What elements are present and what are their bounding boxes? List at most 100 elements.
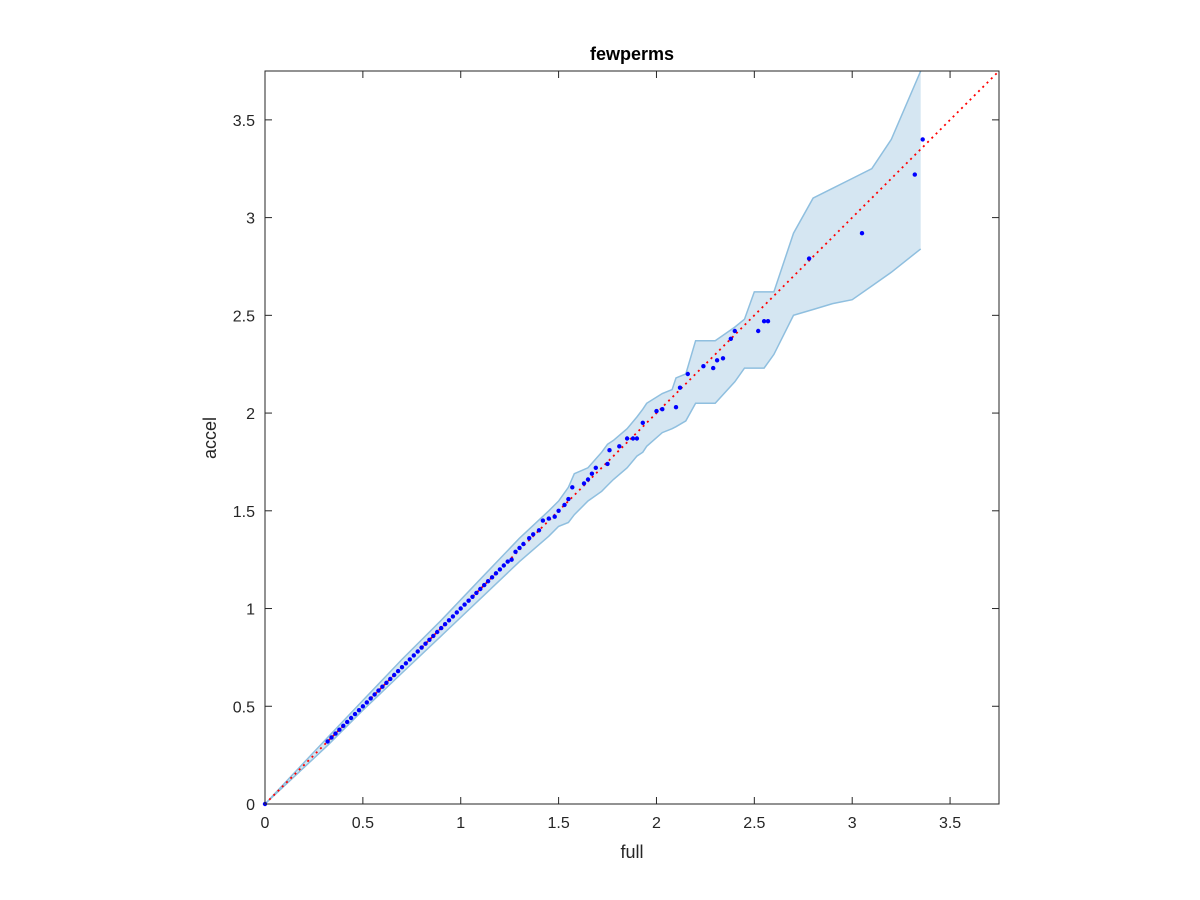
data-point xyxy=(442,622,448,627)
y-tick-label: 0.5 xyxy=(233,699,255,716)
y-tick-label: 1 xyxy=(246,602,255,619)
data-point xyxy=(356,708,362,713)
data-point xyxy=(364,700,369,705)
data-point xyxy=(607,448,612,453)
data-point xyxy=(756,328,761,334)
x-tick-label: 3.5 xyxy=(939,815,961,832)
data-point xyxy=(714,358,720,363)
data-point xyxy=(489,575,495,580)
data-point xyxy=(423,641,428,646)
axes: 0 0.5 1 1.5 2 2.5 3 3.5 0 0.5 1 1.5 2 2.5 3 3.5 xyxy=(233,70,1000,832)
data-point xyxy=(617,444,622,449)
data-point xyxy=(407,657,412,662)
data-point xyxy=(517,545,522,551)
y-axis-label: accel xyxy=(200,417,220,459)
data-point xyxy=(585,477,591,482)
data-point xyxy=(634,436,640,441)
data-point xyxy=(478,586,483,592)
data-point xyxy=(501,563,506,568)
data-point xyxy=(589,471,595,476)
data-point xyxy=(388,676,393,682)
data-point xyxy=(761,319,767,324)
x-tick-label: 0.5 xyxy=(352,815,374,832)
data-point xyxy=(540,518,546,523)
data-point xyxy=(654,408,659,414)
data-point xyxy=(509,557,514,562)
data-point xyxy=(392,672,397,678)
data-point xyxy=(546,516,551,521)
y-tick-label: 3.5 xyxy=(233,113,255,130)
data-point xyxy=(497,567,503,572)
data-point xyxy=(325,739,330,744)
data-point xyxy=(527,536,532,541)
data-point xyxy=(531,532,536,537)
data-point xyxy=(765,319,771,324)
y-tick-label: 2.5 xyxy=(233,308,255,325)
band-upper-edge xyxy=(264,70,922,805)
x-tick-label: 2 xyxy=(652,815,661,832)
data-point xyxy=(376,688,381,693)
y-tick-label: 3 xyxy=(246,211,255,228)
chart-title: fewperms xyxy=(590,44,674,64)
data-point xyxy=(859,231,865,236)
data-point xyxy=(570,485,575,490)
x-tick-label: 0 xyxy=(261,815,270,832)
data-point xyxy=(474,590,479,596)
data-point xyxy=(466,598,471,603)
plot-area xyxy=(262,70,1000,807)
x-tick-label: 1 xyxy=(456,815,465,832)
data-point xyxy=(470,594,475,599)
data-point xyxy=(593,465,598,470)
data-point xyxy=(380,684,385,689)
data-point xyxy=(624,436,630,441)
data-point xyxy=(728,336,733,341)
data-point xyxy=(411,653,416,658)
data-point xyxy=(701,364,706,369)
x-tick-label: 2.5 xyxy=(743,815,765,832)
data-point xyxy=(446,618,452,623)
data-point xyxy=(677,385,683,390)
data-point xyxy=(450,614,456,619)
data-point xyxy=(720,356,726,361)
data-point xyxy=(485,579,491,584)
data-point xyxy=(403,661,409,666)
data-point xyxy=(505,559,510,564)
data-point xyxy=(329,735,334,740)
data-point xyxy=(368,696,373,701)
data-point xyxy=(348,715,354,721)
data-point xyxy=(462,602,467,607)
data-point xyxy=(552,514,557,519)
x-tick-label: 3 xyxy=(848,815,857,832)
y-tick-label: 2 xyxy=(246,406,255,423)
x-tick-label: 1.5 xyxy=(547,815,569,832)
data-point xyxy=(435,629,440,635)
data-point xyxy=(513,549,518,554)
data-point xyxy=(521,541,526,547)
data-point xyxy=(345,719,350,725)
data-point xyxy=(482,582,487,588)
data-point xyxy=(685,371,690,377)
data-point xyxy=(536,528,542,533)
data-point xyxy=(920,137,925,142)
data-point xyxy=(673,405,679,410)
data-point xyxy=(806,256,812,261)
data-point xyxy=(341,723,346,728)
y-tick-label: 0 xyxy=(246,797,255,814)
data-point xyxy=(427,637,432,642)
data-point xyxy=(660,407,665,412)
data-point xyxy=(581,481,587,486)
band-lower-edge xyxy=(264,248,922,805)
data-point xyxy=(912,172,917,177)
data-point xyxy=(372,692,377,697)
data-point xyxy=(454,610,459,615)
data-point xyxy=(711,365,716,371)
y-tick-label: 1.5 xyxy=(233,504,255,521)
data-point xyxy=(458,606,463,611)
data-point xyxy=(399,665,405,670)
data-point xyxy=(384,680,389,685)
data-point xyxy=(431,633,436,639)
data-point xyxy=(640,420,645,425)
identity-reference-line xyxy=(264,70,1000,805)
x-axis-label: full xyxy=(620,842,643,862)
